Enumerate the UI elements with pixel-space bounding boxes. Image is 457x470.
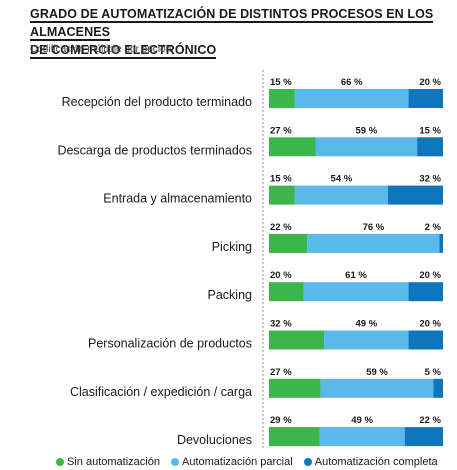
bar-segment-automatizacion-parcial (315, 137, 418, 157)
category-label: Packing (208, 288, 253, 302)
chart-title-line-2: DE COMERCIO ELECTRÓNICO (30, 43, 217, 59)
category-label: Picking (212, 240, 252, 254)
bar-segment-automatizacion-parcial (307, 233, 440, 253)
value-label: 32 % (419, 174, 441, 185)
value-label: 59 % (356, 125, 378, 136)
bar-segment-automatizacion-parcial (303, 282, 409, 302)
value-label: 27 % (270, 367, 292, 378)
value-label: 20 % (419, 270, 441, 281)
bar-segment-sin-automatizacion (269, 137, 316, 157)
value-label: 20 % (419, 319, 441, 330)
chart-title: GRADO DE AUTOMATIZACIÓN DE DISTINTOS PRO… (30, 5, 450, 59)
value-label: 15 % (270, 174, 292, 185)
bar-segment-automatizacion-completa (408, 89, 443, 108)
legend-label: Automatización completa (314, 456, 438, 468)
category-label: Descarga de productos terminados (57, 143, 252, 157)
value-label: 54 % (331, 174, 353, 185)
value-label: 59 % (366, 367, 388, 378)
bar-segment-automatizacion-completa (417, 137, 443, 157)
bar-segment-sin-automatizacion (269, 330, 325, 350)
bar-segment-sin-automatizacion (269, 427, 320, 447)
bar-segment-automatizacion-completa (387, 185, 443, 205)
value-label: 2 % (425, 222, 442, 233)
value-label: 15 % (419, 125, 441, 136)
value-label: 49 % (356, 319, 378, 330)
legend-label: Automatización parcial (182, 456, 293, 468)
value-label: 61 % (345, 270, 367, 281)
bar-segment-sin-automatizacion (269, 233, 308, 253)
value-label: 76 % (363, 222, 385, 233)
category-label: Recepción del producto terminado (62, 95, 252, 109)
bar-segment-automatizacion-completa (408, 330, 443, 350)
bar-segment-sin-automatizacion (269, 282, 304, 302)
category-label: Entrada y almacenamiento (103, 192, 252, 206)
stacked-bar-chart: Recepción del producto terminado 15 % 66 %… (57, 70, 443, 450)
legend-item-automatizacion-parcial: Automatización parcial (171, 456, 293, 468)
chart-subtitle: Codificación múltiple por opción (30, 44, 172, 55)
legend-swatch-automatizacion-completa (303, 457, 312, 466)
bar-segment-automatizacion-completa (408, 282, 443, 302)
legend-label: Sin automatización (67, 456, 160, 468)
bar-segment-automatizacion-completa (439, 233, 443, 253)
bar-segment-automatizacion-completa (433, 378, 443, 398)
chart-title-line-1: GRADO DE AUTOMATIZACIÓN DE DISTINTOS PRO… (30, 7, 434, 41)
value-label: 20 % (419, 77, 441, 88)
bar-segment-automatizacion-parcial (319, 427, 405, 447)
category-label: Clasificación / expedición / carga (70, 385, 252, 399)
category-label: Personalización de productos (88, 337, 252, 351)
value-label: 27 % (270, 125, 292, 136)
value-label: 20 % (270, 270, 292, 281)
legend-item-automatizacion-completa: Automatización completa (303, 456, 438, 468)
value-label: 49 % (351, 415, 373, 426)
value-label: 66 % (341, 77, 363, 88)
value-label: 32 % (270, 319, 292, 330)
value-label: 15 % (270, 77, 292, 88)
legend-swatch-sin-automatizacion (56, 457, 64, 466)
bar-segment-sin-automatizacion (269, 378, 321, 398)
value-label: 22 % (419, 415, 441, 426)
value-label: 29 % (270, 415, 292, 426)
legend-swatch-automatizacion-parcial (171, 457, 180, 466)
bar-segment-automatizacion-parcial (294, 89, 409, 108)
plot-area: Recepción del producto terminado 15 % 66 %… (57, 77, 443, 447)
legend: Sin automatización Automatización parcia… (56, 456, 438, 468)
value-label: 5 % (425, 367, 442, 378)
bar-segment-automatizacion-parcial (294, 185, 388, 205)
legend-item-sin-automatizacion: Sin automatización (56, 456, 160, 468)
bar-segment-sin-automatizacion (269, 89, 295, 108)
category-label: Devoluciones (177, 433, 252, 447)
bar-segment-sin-automatizacion (269, 185, 295, 205)
bar-segment-automatizacion-parcial (320, 378, 434, 398)
bar-segment-automatizacion-parcial (324, 330, 409, 350)
value-label: 22 % (270, 222, 292, 233)
bar-segment-automatizacion-completa (404, 427, 443, 447)
